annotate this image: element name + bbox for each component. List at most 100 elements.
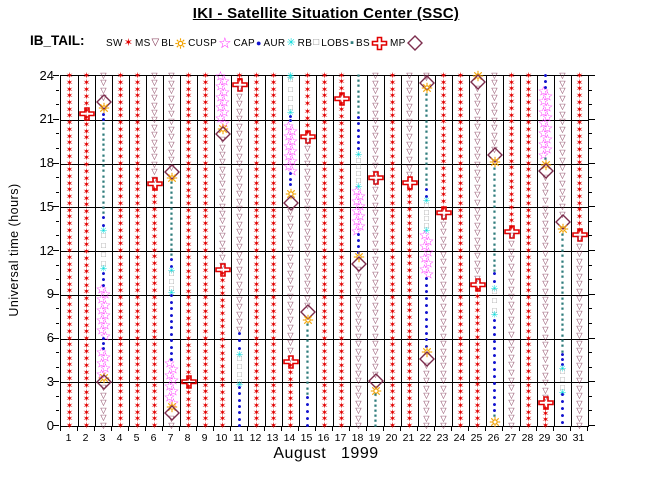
x-day-label: 23 (436, 432, 449, 444)
marker-ms: ▽ (440, 316, 447, 326)
marker-sw: ✶ (218, 341, 227, 352)
marker-ms: ▽ (576, 234, 583, 244)
y-tick-left (56, 410, 59, 412)
y-tick-left (56, 177, 59, 179)
marker-sw: ✶ (269, 131, 278, 142)
marker-cap: ● (424, 302, 429, 310)
marker-sw: ✶ (388, 164, 397, 175)
marker-ms: ▽ (474, 122, 481, 131)
marker-sw: ✶ (201, 319, 210, 330)
marker-mp (163, 404, 180, 421)
marker-ms: ▽ (423, 361, 430, 371)
marker-lobs: ▪ (560, 229, 565, 240)
marker-ms: ▽ (219, 260, 226, 270)
marker-ms: ▽ (542, 294, 549, 304)
marker-ms: ▽ (542, 264, 549, 274)
marker-sw: ✶ (116, 306, 125, 317)
marker-ms: ▽ (423, 398, 430, 408)
marker-ms: ▽ (440, 383, 447, 393)
marker-sw: ✶ (388, 366, 397, 377)
marker-sw: ✶ (201, 90, 210, 101)
marker-ms: ▽ (236, 317, 243, 327)
x-tick (485, 427, 486, 431)
marker-sw: ✶ (82, 199, 91, 210)
marker-sw: ✶ (286, 367, 295, 378)
marker-cusp: ☆ (537, 136, 550, 152)
marker-ms: ▽ (508, 337, 515, 347)
x-tick (587, 427, 588, 431)
marker-sw: ✶ (65, 400, 74, 411)
marker-sw: ✶ (524, 279, 533, 290)
marker-sw: ✶ (456, 393, 465, 404)
marker-sw: ✶ (82, 226, 91, 237)
x-tick (536, 427, 537, 431)
marker-cap: ● (101, 270, 106, 278)
marker-sw: ✶ (524, 104, 533, 115)
marker-ms: ▽ (372, 71, 379, 80)
marker-lobs: ▪ (492, 206, 497, 217)
marker-lobs: ▪ (492, 190, 497, 201)
marker-sw: ✶ (456, 171, 465, 182)
marker-lobs: ▪ (492, 217, 497, 228)
marker-ms: ▽ (474, 99, 481, 109)
marker-cusp: ☆ (418, 250, 431, 265)
marker-sw: ✶ (133, 413, 142, 424)
marker-sw: ✶ (116, 124, 125, 135)
marker-sw: ✶ (337, 98, 346, 109)
marker-sw: ✶ (388, 84, 397, 94)
marker-ms: ▽ (542, 317, 549, 327)
marker-cusp: ☆ (214, 78, 227, 94)
marker-sw: ✶ (82, 193, 91, 204)
marker-sw: ✶ (150, 346, 159, 357)
marker-ms: ▽ (151, 159, 158, 169)
marker-sw: ✶ (252, 386, 261, 397)
marker-ms: ▽ (576, 279, 583, 289)
marker-cap: ● (424, 316, 429, 324)
marker-sw: ✶ (575, 97, 584, 108)
marker-sw: ✶ (388, 413, 397, 424)
marker-sw: ✶ (456, 386, 465, 397)
marker-ms: ▽ (576, 353, 583, 363)
marker-sw: ✶ (320, 184, 329, 195)
marker-sw: ✶ (405, 346, 414, 357)
marker-sw: ✶ (133, 164, 142, 175)
marker-cap: ● (169, 324, 174, 332)
marker-sw: ✶ (320, 211, 329, 222)
marker-ms: ▽ (491, 78, 498, 88)
marker-lobs: ▪ (356, 75, 361, 86)
marker-sw: ✶ (116, 413, 125, 424)
marker-sw: ✶ (320, 70, 329, 81)
marker-rb: □ (288, 75, 293, 85)
marker-rb: □ (424, 207, 429, 217)
marker-sw: ✶ (269, 272, 278, 283)
marker-sw: ✶ (507, 123, 516, 134)
marker-sw: ✶ (65, 407, 74, 417)
marker-ms: ▽ (440, 227, 447, 237)
marker-sw: ✶ (116, 218, 125, 229)
marker-cap: ● (237, 384, 242, 392)
marker-sw: ✶ (150, 265, 159, 276)
x-tick (298, 427, 299, 431)
marker-sw: ✶ (201, 131, 210, 142)
marker-sw: ✶ (184, 104, 193, 115)
marker-ms: ▽ (287, 338, 294, 348)
marker-sw: ✶ (65, 312, 74, 323)
marker-ms: ▽ (474, 84, 481, 94)
marker-sw: ✶ (150, 420, 159, 431)
marker-sw: ✶ (473, 312, 482, 322)
marker-sw: ✶ (269, 259, 278, 269)
marker-sw: ✶ (269, 124, 278, 135)
marker-sw: ✶ (116, 77, 125, 88)
marker-sw: ✶ (65, 97, 74, 108)
marker-ms: ▽ (542, 233, 549, 243)
marker-sw: ✶ (303, 84, 312, 95)
marker-sw: ✶ (133, 151, 142, 162)
marker-cap: ● (237, 409, 242, 417)
marker-sw: ✶ (235, 74, 244, 85)
x-day-label: 17 (334, 432, 347, 444)
marker-ms: ▽ (576, 338, 583, 348)
marker-sw: ✶ (252, 151, 261, 162)
marker-sw: ✶ (473, 325, 482, 336)
x-tick (451, 427, 452, 431)
marker-sw: ✶ (524, 339, 533, 350)
